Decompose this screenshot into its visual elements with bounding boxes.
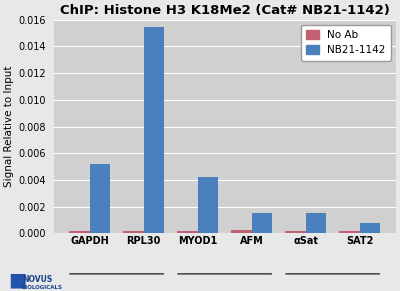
Bar [123,231,144,233]
Legend: No Ab, NB21-1142: No Ab, NB21-1142 [301,25,391,61]
Bar [360,223,380,233]
Title: ChIP: Histone H3 K18Me2 (Cat# NB21-1142): ChIP: Histone H3 K18Me2 (Cat# NB21-1142) [60,4,390,17]
Bar [231,230,252,233]
Bar [285,231,306,233]
Y-axis label: Signal Relative to Input: Signal Relative to Input [4,66,14,187]
Text: ■: ■ [8,271,26,290]
Bar [177,231,198,233]
Bar [90,164,110,233]
Bar [306,213,326,233]
Bar [339,231,360,233]
Bar [198,177,218,233]
Bar [144,27,164,233]
Bar [69,231,90,233]
Text: BIOLOGICALS: BIOLOGICALS [22,285,63,290]
Bar [252,213,272,233]
Text: NOVUS: NOVUS [22,275,52,284]
